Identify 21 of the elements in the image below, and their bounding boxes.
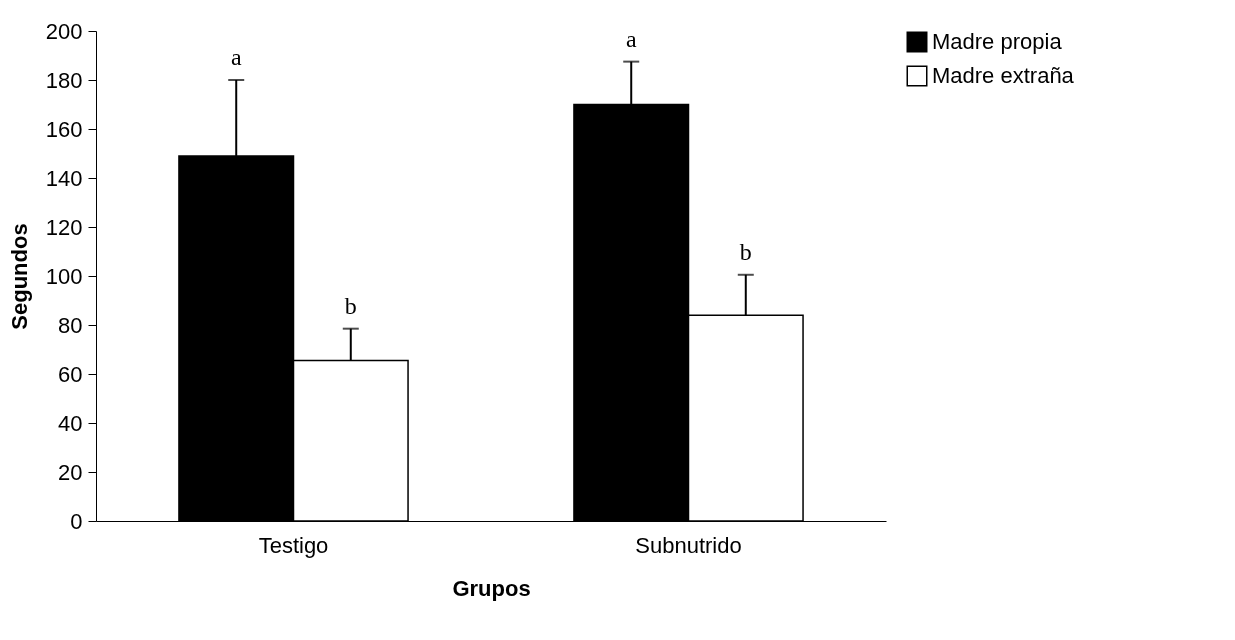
y-tick-label: 160	[45, 116, 83, 142]
y-tick-label: 0	[70, 508, 83, 534]
x-tick-label: Testigo	[258, 532, 329, 558]
y-tick-label: 180	[45, 67, 83, 93]
annotation: b	[739, 238, 752, 265]
y-tick-label: 80	[58, 312, 83, 338]
x-tick-label: Subnutrido	[635, 532, 742, 558]
y-tick-label: 100	[45, 263, 83, 289]
y-tick-label: 140	[45, 165, 83, 191]
legend-label: Madre extraña	[932, 63, 1075, 88]
x-axis-title: Grupos	[452, 575, 531, 601]
y-tick-label: 40	[58, 410, 83, 436]
y-tick-label: 20	[58, 459, 83, 485]
y-axis-title: Segundos	[6, 223, 32, 330]
annotation: b	[344, 292, 357, 319]
annotation: a	[230, 44, 242, 70]
annotation: a	[625, 25, 637, 52]
y-tick-label: 120	[45, 214, 83, 240]
y-tick-label: 60	[58, 361, 83, 387]
legend-label: Madre propia	[932, 29, 1063, 54]
y-tick-label: 200	[45, 18, 83, 44]
